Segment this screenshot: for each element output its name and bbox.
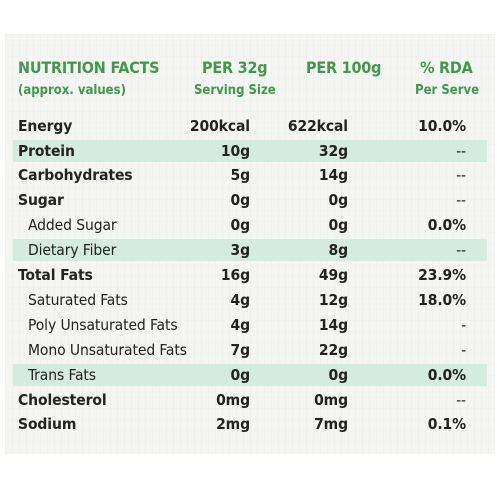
value-rda: -- [456, 241, 466, 259]
table-row: Cholesterol 0mg 0mg -- [0, 388, 500, 412]
highlight-band-trans-fats [13, 364, 487, 386]
value-per-serving: 7g [230, 341, 251, 359]
value-per-100g: 14g [318, 166, 348, 184]
value-rda: 0.0% [427, 366, 466, 384]
value-per-serving: 3g [230, 241, 251, 259]
value-rda: -- [456, 166, 466, 184]
table-row: Sugar 0g 0g -- [0, 188, 500, 212]
value-rda: 10.0% [418, 117, 466, 135]
nutrient-name: Mono Unsaturated Fats [28, 341, 187, 359]
value-per-100g: 0g [328, 366, 349, 384]
value-per-100g: 12g [318, 291, 348, 309]
table-row: Dietary Fiber 3g 8g -- [0, 238, 500, 262]
value-per-100g: 32g [318, 142, 348, 160]
nutrient-name: Saturated Fats [28, 291, 128, 309]
column-subheader-per-serve: Per Serve [415, 83, 480, 98]
nutrient-name: Protein [18, 142, 75, 160]
value-rda: -- [456, 191, 466, 209]
value-rda: - [461, 341, 466, 359]
nutrient-name: Sugar [18, 191, 64, 209]
nutrient-name: Poly Unsaturated Fats [28, 316, 178, 334]
nutrient-name: Added Sugar [28, 216, 117, 234]
value-per-serving: 4g [230, 316, 251, 334]
table-row: Poly Unsaturated Fats 4g 14g - [0, 313, 500, 337]
nutrient-name: Trans Fats [28, 366, 96, 384]
highlight-band-protein [13, 140, 487, 162]
value-per-serving: 10g [220, 142, 250, 160]
nutrient-name: Carbohydrates [18, 166, 133, 184]
value-per-100g: 622kcal [287, 117, 348, 135]
value-rda: - [461, 316, 466, 334]
value-rda: 18.0% [418, 291, 466, 309]
table-row: Total Fats 16g 49g 23.9% [0, 263, 500, 287]
nutrient-name: Energy [18, 117, 73, 135]
value-per-100g: 14g [318, 316, 348, 334]
value-per-serving: 2mg [216, 415, 250, 433]
table-row: Mono Unsaturated Fats 7g 22g - [0, 338, 500, 362]
table-row: Sodium 2mg 7mg 0.1% [0, 412, 500, 436]
table-row: Carbohydrates 5g 14g -- [0, 163, 500, 187]
table-row: Trans Fats 0g 0g 0.0% [0, 363, 500, 387]
table-subtitle: (approx. values) [18, 83, 126, 98]
table-row: Saturated Fats 4g 12g 18.0% [0, 288, 500, 312]
value-per-serving: 0mg [216, 391, 250, 409]
value-per-serving: 0g [230, 366, 251, 384]
nutrient-name: Dietary Fiber [28, 241, 117, 259]
column-subheader-serving-size: Serving Size [194, 83, 276, 98]
value-per-100g: 0g [328, 191, 349, 209]
value-per-100g: 8g [328, 241, 349, 259]
value-per-100g: 0mg [314, 391, 348, 409]
table-row: Energy 200kcal 622kcal 10.0% [0, 114, 500, 138]
value-per-serving: 0g [230, 191, 251, 209]
value-rda: -- [456, 391, 466, 409]
value-rda: 0.0% [427, 216, 466, 234]
value-per-100g: 0g [328, 216, 349, 234]
value-rda: 0.1% [427, 415, 466, 433]
value-per-serving: 16g [220, 266, 250, 284]
value-rda: 23.9% [418, 266, 466, 284]
table-row: Added Sugar 0g 0g 0.0% [0, 213, 500, 237]
value-per-serving: 5g [230, 166, 251, 184]
nutrient-name: Sodium [18, 415, 77, 433]
value-per-100g: 49g [318, 266, 348, 284]
nutrient-name: Cholesterol [18, 391, 107, 409]
value-rda: -- [456, 142, 466, 160]
column-header-rda: % RDA [420, 58, 473, 77]
highlight-band-dietary-fiber [13, 239, 487, 261]
nutrient-name: Total Fats [18, 266, 93, 284]
column-header-per-serving: PER 32g [202, 58, 268, 77]
value-per-serving: 200kcal [189, 117, 250, 135]
table-title: NUTRITION FACTS [18, 58, 160, 77]
value-per-100g: 7mg [314, 415, 348, 433]
table-row: Protein 10g 32g -- [0, 139, 500, 163]
column-header-per-100g: PER 100g [306, 58, 382, 77]
value-per-100g: 22g [318, 341, 348, 359]
value-per-serving: 4g [230, 291, 251, 309]
value-per-serving: 0g [230, 216, 251, 234]
